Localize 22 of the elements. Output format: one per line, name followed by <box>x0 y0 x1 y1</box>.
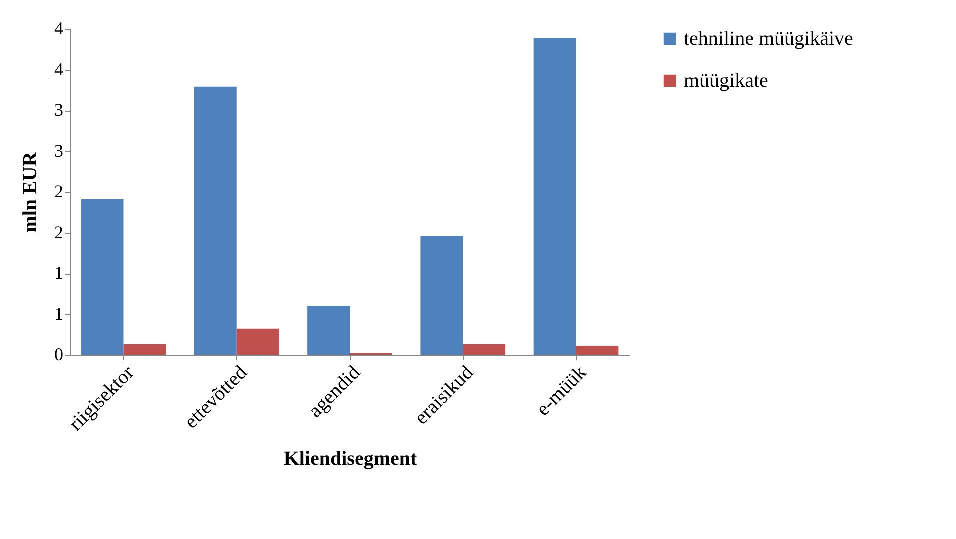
y-tick-label: 2 <box>54 222 64 242</box>
y-tick-label: 3 <box>54 100 64 120</box>
bar <box>420 236 464 355</box>
x-axis-title: Kliendisegment <box>284 448 418 470</box>
bar <box>308 306 350 355</box>
legend-label: müügikate <box>684 70 769 92</box>
y-tick-label: 4 <box>54 18 64 38</box>
bar <box>124 344 166 355</box>
y-tick-label: 1 <box>54 304 64 324</box>
y-tick-label: 4 <box>54 59 64 80</box>
bar <box>463 344 506 355</box>
y-tick-label: 2 <box>54 182 64 202</box>
y-tick-label: 1 <box>54 263 64 283</box>
bar <box>194 86 237 355</box>
bar <box>81 199 124 355</box>
bar <box>534 38 576 355</box>
y-axis-title: mln EUR <box>20 152 42 233</box>
bar <box>576 346 619 355</box>
bar <box>236 328 280 355</box>
y-tick-label: 0 <box>54 344 64 364</box>
y-tick-label: 3 <box>54 140 64 161</box>
legend-label: tehniline müügikäive <box>684 28 854 50</box>
